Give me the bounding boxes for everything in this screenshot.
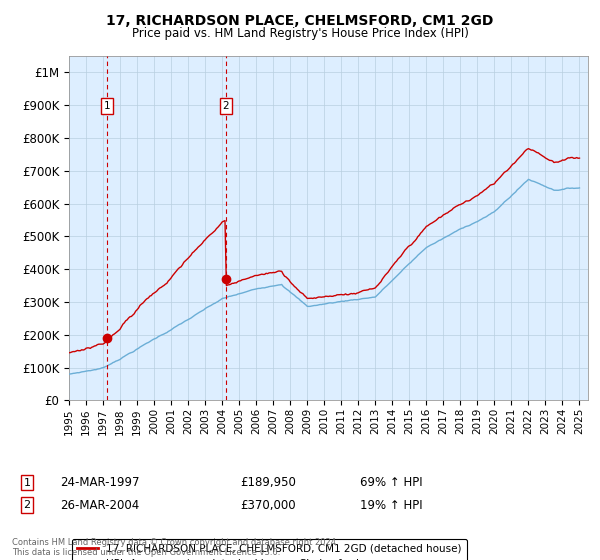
Text: 26-MAR-2004: 26-MAR-2004 <box>60 498 139 512</box>
Text: 24-MAR-1997: 24-MAR-1997 <box>60 476 139 489</box>
Text: 2: 2 <box>223 101 229 111</box>
Text: Contains HM Land Registry data © Crown copyright and database right 2024.
This d: Contains HM Land Registry data © Crown c… <box>12 538 338 557</box>
Text: £189,950: £189,950 <box>240 476 296 489</box>
Text: £370,000: £370,000 <box>240 498 296 512</box>
Text: 1: 1 <box>23 478 31 488</box>
Text: 1: 1 <box>104 101 110 111</box>
Text: 19% ↑ HPI: 19% ↑ HPI <box>360 498 422 512</box>
Legend: 17, RICHARDSON PLACE, CHELMSFORD, CM1 2GD (detached house), HPI: Average price, : 17, RICHARDSON PLACE, CHELMSFORD, CM1 2G… <box>71 539 467 560</box>
Text: Price paid vs. HM Land Registry's House Price Index (HPI): Price paid vs. HM Land Registry's House … <box>131 27 469 40</box>
Text: 2: 2 <box>23 500 31 510</box>
Text: 69% ↑ HPI: 69% ↑ HPI <box>360 476 422 489</box>
Text: 17, RICHARDSON PLACE, CHELMSFORD, CM1 2GD: 17, RICHARDSON PLACE, CHELMSFORD, CM1 2G… <box>106 14 494 28</box>
